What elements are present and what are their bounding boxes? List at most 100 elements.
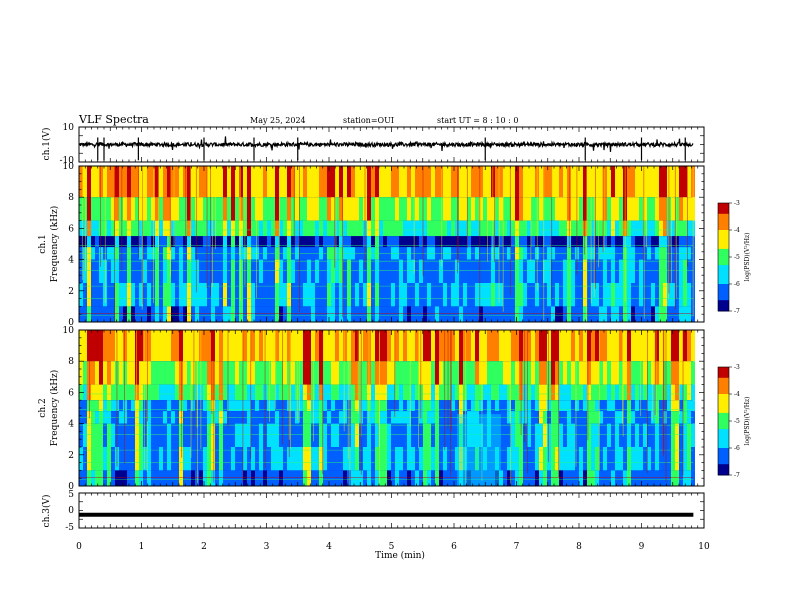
spectrogram-cell	[163, 423, 167, 447]
spectrogram-cell	[387, 197, 391, 221]
spectrogram-cell	[471, 197, 475, 221]
spectrogram-cell	[371, 361, 375, 385]
spectrogram-cell	[319, 384, 323, 401]
spectrogram-cell	[363, 400, 367, 412]
spectrogram-cell	[95, 423, 99, 447]
spectrogram-cell	[239, 330, 243, 362]
spectrogram-cell	[555, 447, 559, 471]
spectrogram-cell	[163, 330, 167, 362]
spectrogram-cell	[255, 447, 259, 471]
spectrogram-cell	[619, 220, 623, 237]
spectrogram-cell	[311, 306, 315, 322]
spectrogram-cell	[367, 259, 371, 283]
spectrogram-cell	[435, 220, 439, 237]
spectrogram-cell	[171, 220, 175, 237]
spectrogram-cell	[191, 384, 195, 401]
spectrogram-cell	[487, 361, 491, 385]
spectrogram-cell	[455, 400, 459, 412]
spectrogram-cell	[575, 306, 579, 322]
spectrogram-cell	[431, 283, 435, 307]
spectrogram-cell	[467, 220, 471, 237]
spectrogram-cell	[603, 361, 607, 385]
spectrogram-cell	[439, 384, 443, 401]
spectrogram-cell	[235, 470, 239, 486]
spectrogram-cell	[459, 400, 463, 412]
spectrogram-cell	[555, 400, 559, 412]
spectrogram-cell	[143, 197, 147, 221]
spectrogram-cell	[499, 330, 503, 362]
spectrogram-cell	[143, 400, 147, 412]
spectrogram-cell	[139, 447, 143, 471]
spectrogram-cell	[527, 236, 531, 248]
spectrogram-cell	[351, 470, 355, 486]
spectrogram-cell	[499, 197, 503, 221]
spectrogram-cell	[639, 220, 643, 237]
spectrogram-cell	[191, 197, 195, 221]
colorbar-swatch	[718, 246, 729, 250]
spectrogram-cell	[279, 236, 283, 248]
spectrogram-cell	[323, 283, 327, 307]
spectrogram-cell	[559, 361, 563, 385]
spectrogram-cell	[99, 361, 103, 385]
colorbar-swatch	[718, 388, 729, 392]
spectrogram-cell	[543, 236, 547, 248]
spectrogram-cell	[175, 384, 179, 401]
spectrogram-cell	[279, 283, 283, 307]
spectrogram-cell	[551, 197, 555, 221]
spectrogram-cell	[251, 447, 255, 471]
spectrogram-cell	[523, 283, 527, 307]
spectrogram-cell	[347, 400, 351, 412]
spectrogram-cell	[399, 166, 403, 198]
spectrogram-cell	[155, 447, 159, 471]
spectrogram-cell	[455, 384, 459, 401]
spectrogram-cell	[663, 166, 667, 198]
x-tick-label: 5	[389, 542, 395, 552]
spectrogram-cell	[159, 220, 163, 237]
spectrogram-cell	[407, 330, 411, 362]
spectrogram-cell	[255, 197, 259, 221]
spectrogram-cell	[387, 166, 391, 198]
spectrogram-cell	[123, 166, 127, 198]
spectrogram-cell	[623, 470, 627, 486]
spectrogram-cell	[115, 470, 119, 486]
spectrogram-cell	[131, 384, 135, 401]
spectrogram-cell	[147, 447, 151, 471]
spectrogram-cell	[687, 166, 691, 198]
spectrogram-cell	[303, 384, 307, 401]
spectrogram-cell	[431, 220, 435, 237]
spectrogram-cell	[151, 166, 155, 198]
spectrogram-cell	[271, 400, 275, 412]
spectrogram-cell	[595, 197, 599, 221]
spectrogram-cell	[347, 470, 351, 486]
spectrogram-cell	[419, 197, 423, 221]
spectrogram-cell	[331, 330, 335, 362]
spectrogram-cell	[411, 361, 415, 385]
spectrogram-cell	[387, 384, 391, 401]
spectrogram-cell	[667, 470, 671, 486]
spectrogram-cell	[319, 283, 323, 307]
spectrogram-cell	[375, 259, 379, 283]
spectrogram-cell	[235, 220, 239, 237]
spectrogram-cell	[631, 197, 635, 221]
spectrogram-cell	[495, 400, 499, 412]
spectrogram-cell	[563, 423, 567, 447]
spectrogram-cell	[207, 423, 211, 447]
spectrogram-cell	[203, 166, 207, 198]
spectrogram-cell	[619, 400, 623, 412]
spectrogram-cell	[155, 384, 159, 401]
spectrogram-cell	[263, 259, 267, 283]
spectrogram-cell	[231, 361, 235, 385]
spectrogram-cell	[507, 166, 511, 198]
spectrogram-cell	[631, 283, 635, 307]
spectrogram-cell	[311, 220, 315, 237]
spectrogram-cell	[643, 283, 647, 307]
spectrogram-cell	[87, 447, 91, 471]
spectrogram-cell	[231, 400, 235, 412]
spectrogram-cell	[263, 166, 267, 198]
spectrogram-cell	[343, 236, 347, 248]
spectrogram-cell	[567, 330, 571, 362]
spectrogram-cell	[535, 400, 539, 412]
colorbar-swatch	[718, 248, 729, 253]
spectrogram-cell	[259, 306, 263, 322]
spectrogram-cell	[231, 447, 235, 471]
